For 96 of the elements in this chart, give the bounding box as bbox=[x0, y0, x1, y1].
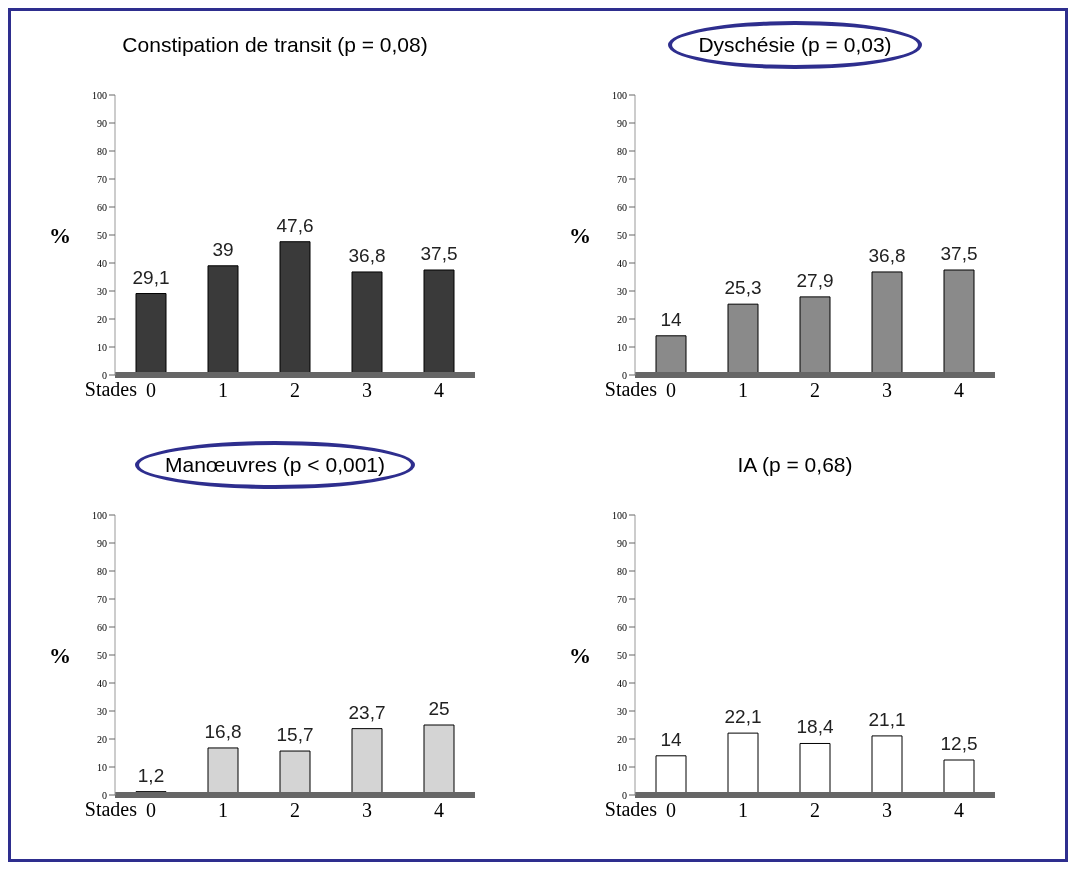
y-tick-label: 60 bbox=[617, 201, 627, 213]
x-tick-label: 1 bbox=[738, 799, 748, 822]
y-tick-label: 10 bbox=[617, 341, 627, 353]
y-tick-label: 100 bbox=[92, 509, 107, 521]
data-label: 18,4 bbox=[796, 716, 834, 738]
y-tick-label: 100 bbox=[612, 509, 627, 521]
data-label: 12,5 bbox=[940, 733, 978, 754]
y-tick-label: 80 bbox=[97, 145, 107, 157]
x-tick-label: 3 bbox=[882, 799, 892, 822]
y-tick-label: 60 bbox=[97, 621, 107, 633]
data-label: 25,3 bbox=[724, 277, 762, 299]
data-label: 36,8 bbox=[348, 244, 386, 266]
data-label: 22,1 bbox=[724, 706, 762, 728]
x-tick-label: 0 bbox=[146, 379, 156, 402]
data-label: 15,7 bbox=[276, 724, 314, 746]
y-tick-label: 90 bbox=[617, 117, 627, 129]
y-tick-label: 0 bbox=[102, 369, 107, 381]
y-tick-label: 10 bbox=[617, 761, 627, 773]
y-tick-label: 70 bbox=[617, 173, 627, 185]
y-tick-label: 20 bbox=[97, 733, 107, 745]
x-axis-title: Stades bbox=[84, 378, 138, 401]
x-axis-title: Stades bbox=[604, 798, 658, 821]
ellipse-outline: Dyschésie (p = 0,03) bbox=[668, 21, 922, 69]
y-tick-label: 0 bbox=[102, 789, 107, 801]
y-tick-label: 20 bbox=[617, 733, 627, 745]
y-axis-title: % bbox=[49, 642, 71, 668]
data-label: 37,5 bbox=[940, 243, 978, 264]
x-axis-title: Stades bbox=[84, 798, 138, 821]
ellipse-outline: Manœuvres (p < 0,001) bbox=[135, 441, 415, 489]
x-tick-label: 3 bbox=[362, 379, 372, 402]
y-tick-label: 90 bbox=[97, 117, 107, 129]
data-label: 47,6 bbox=[276, 214, 314, 236]
y-tick-label: 10 bbox=[97, 341, 107, 353]
x-tick-label: 4 bbox=[954, 799, 964, 822]
y-tick-label: 80 bbox=[617, 565, 627, 577]
y-tick-label: 30 bbox=[617, 705, 627, 717]
y-tick-label: 80 bbox=[617, 145, 627, 157]
x-tick-label: 1 bbox=[738, 379, 748, 402]
data-label: 14 bbox=[660, 728, 682, 750]
y-tick-label: 30 bbox=[97, 705, 107, 717]
data-label: 29,1 bbox=[132, 266, 170, 288]
x-tick-label: 2 bbox=[290, 379, 300, 402]
y-tick-label: 20 bbox=[97, 313, 107, 325]
x-tick-label: 1 bbox=[218, 379, 228, 402]
y-tick-label: 70 bbox=[97, 593, 107, 605]
chart-title: IA (p = 0,68) bbox=[736, 452, 854, 478]
data-label: 25 bbox=[428, 698, 450, 719]
y-tick-label: 60 bbox=[97, 201, 107, 213]
y-tick-label: 70 bbox=[97, 173, 107, 185]
x-tick-label: 2 bbox=[290, 799, 300, 822]
y-tick-label: 70 bbox=[617, 593, 627, 605]
x-tick-label: 0 bbox=[146, 799, 156, 822]
data-label: 1,2 bbox=[137, 764, 165, 786]
data-label: 23,7 bbox=[348, 701, 386, 723]
x-tick-label: 0 bbox=[666, 379, 676, 402]
x-tick-label: 4 bbox=[434, 379, 444, 402]
y-tick-label: 60 bbox=[617, 621, 627, 633]
y-tick-label: 40 bbox=[97, 677, 107, 689]
y-tick-label: 10 bbox=[97, 761, 107, 773]
y-tick-label: 20 bbox=[617, 313, 627, 325]
x-tick-label: 4 bbox=[954, 379, 964, 402]
data-label: 21,1 bbox=[868, 708, 906, 730]
data-label: 16,8 bbox=[204, 720, 242, 742]
y-tick-label: 50 bbox=[97, 649, 107, 661]
y-axis-title: % bbox=[49, 222, 71, 248]
data-label: 36,8 bbox=[868, 244, 906, 266]
y-tick-label: 50 bbox=[97, 229, 107, 241]
x-tick-label: 4 bbox=[434, 799, 444, 822]
y-tick-label: 100 bbox=[612, 89, 627, 101]
data-label: 14 bbox=[660, 308, 682, 330]
data-label: 37,5 bbox=[420, 243, 458, 264]
y-tick-label: 50 bbox=[617, 229, 627, 241]
chart-title: Constipation de transit (p = 0,08) bbox=[121, 32, 429, 58]
y-tick-label: 30 bbox=[617, 285, 627, 297]
y-tick-label: 90 bbox=[97, 537, 107, 549]
x-tick-label: 1 bbox=[218, 799, 228, 822]
y-tick-label: 40 bbox=[617, 677, 627, 689]
x-tick-label: 3 bbox=[882, 379, 892, 402]
y-tick-label: 90 bbox=[617, 537, 627, 549]
x-axis-title: Stades bbox=[604, 378, 658, 401]
y-axis-title: % bbox=[569, 222, 591, 248]
y-tick-label: 0 bbox=[622, 789, 627, 801]
y-tick-label: 100 bbox=[92, 89, 107, 101]
y-tick-label: 40 bbox=[97, 257, 107, 269]
x-tick-label: 2 bbox=[810, 799, 820, 822]
y-tick-label: 80 bbox=[97, 565, 107, 577]
y-axis-title: % bbox=[569, 642, 591, 668]
y-tick-label: 40 bbox=[617, 257, 627, 269]
x-tick-label: 2 bbox=[810, 379, 820, 402]
x-tick-label: 3 bbox=[362, 799, 372, 822]
data-label: 27,9 bbox=[796, 269, 834, 291]
data-label: 39 bbox=[212, 238, 234, 260]
y-tick-label: 0 bbox=[622, 369, 627, 381]
y-tick-label: 50 bbox=[617, 649, 627, 661]
x-tick-label: 0 bbox=[666, 799, 676, 822]
y-tick-label: 30 bbox=[97, 285, 107, 297]
